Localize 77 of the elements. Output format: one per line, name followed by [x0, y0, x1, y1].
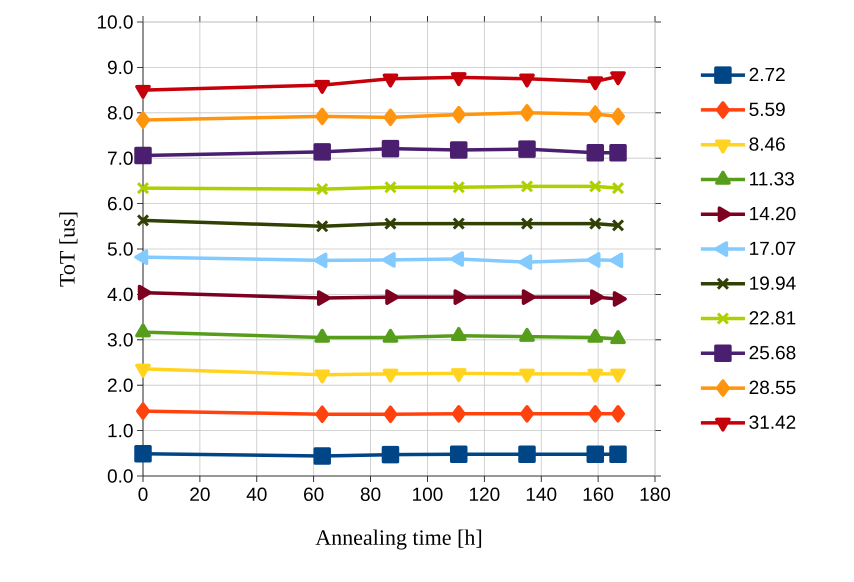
x-tick-label: 180 — [640, 488, 670, 501]
legend-label: 17.07 — [750, 242, 796, 256]
y-tick-label: 2.0 — [108, 378, 133, 392]
point — [452, 106, 466, 124]
point — [611, 108, 626, 126]
point — [316, 182, 329, 196]
x-axis-title: Annealing time [h] — [316, 530, 482, 550]
point — [134, 146, 152, 164]
y-tick-label: 1.0 — [108, 424, 133, 438]
legend-label: 8.46 — [749, 137, 785, 151]
point — [383, 406, 398, 424]
point — [315, 108, 330, 126]
y-axis-title: ToT [us] — [59, 212, 78, 287]
legend-label: 22.81 — [750, 311, 796, 325]
x-tick-label: 80 — [360, 488, 380, 501]
point — [452, 217, 466, 230]
legend-label: 31.42 — [749, 415, 796, 429]
point — [586, 445, 604, 463]
point — [313, 143, 331, 161]
point — [382, 446, 400, 464]
point — [518, 140, 536, 158]
point — [609, 445, 627, 463]
legend-label: 11.33 — [750, 172, 794, 186]
point — [588, 180, 602, 193]
legend-label: 5.59 — [749, 102, 785, 116]
point — [134, 445, 152, 463]
point — [520, 217, 534, 230]
point — [520, 405, 534, 423]
y-tick-label: 5.0 — [108, 242, 133, 256]
y-tick-label: 6.0 — [108, 196, 133, 210]
x-tick-label: 160 — [584, 488, 614, 501]
point — [518, 445, 536, 463]
point — [382, 140, 400, 158]
point — [384, 217, 397, 230]
y-tick-label: 10.0 — [98, 15, 133, 29]
point — [588, 105, 602, 123]
y-tick-label: 3.0 — [108, 333, 133, 347]
point — [588, 217, 602, 230]
point — [520, 104, 534, 122]
legend-label: 28.55 — [750, 380, 796, 394]
point — [316, 220, 329, 233]
point — [609, 144, 627, 162]
x-tick-label: 20 — [190, 488, 210, 501]
x-tick-label: 120 — [470, 488, 500, 501]
point — [588, 405, 602, 423]
point — [383, 108, 398, 126]
legend-label: 19.94 — [750, 276, 796, 290]
legend-label: 2.72 — [750, 68, 785, 82]
point — [453, 289, 468, 305]
point — [136, 182, 150, 195]
point — [586, 144, 604, 162]
point — [384, 180, 397, 194]
x-tick-label: 0 — [138, 488, 148, 501]
point — [313, 447, 331, 465]
x-tick-label: 140 — [526, 488, 556, 501]
x-tick-label: 60 — [304, 488, 324, 501]
point — [315, 406, 330, 424]
y-tick-label: 4.0 — [107, 288, 133, 302]
point — [452, 180, 466, 194]
legend-label: 14.20 — [750, 206, 796, 220]
point — [612, 182, 624, 195]
point — [612, 218, 624, 232]
point — [520, 180, 534, 193]
y-tick-label: 9.0 — [108, 60, 133, 74]
x-tick-label: 100 — [413, 488, 443, 501]
point — [136, 214, 150, 227]
point — [611, 405, 626, 423]
y-tick-label: 8.0 — [108, 106, 133, 120]
y-tick-label: 7.0 — [108, 151, 133, 165]
point — [450, 141, 468, 159]
point — [450, 445, 468, 463]
legend-label: 25.68 — [750, 346, 796, 360]
point — [136, 111, 150, 129]
point — [452, 405, 466, 423]
y-tick-label: 0.0 — [108, 469, 133, 483]
x-tick-label: 40 — [246, 488, 267, 501]
point — [136, 402, 150, 420]
